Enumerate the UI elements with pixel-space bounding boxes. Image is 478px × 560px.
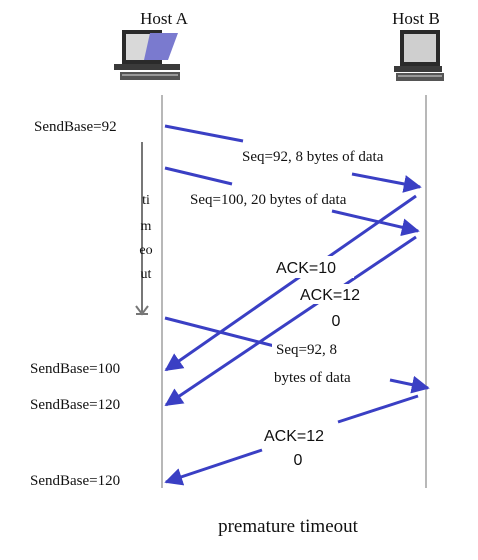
sendbase-label: SendBase=120 (30, 397, 120, 413)
host-b-computer-icon (394, 30, 444, 81)
seq92-label: Seq=92, 8 bytes of data (242, 149, 384, 165)
seq92-arrow (164, 124, 244, 143)
timeout-letter: eo (139, 243, 152, 258)
sendbase-label: SendBase=100 (30, 361, 120, 377)
sendbase-label: SendBase=92 (34, 119, 117, 135)
ack100-label: ACK=10 (276, 260, 336, 277)
timeout-letter: m (141, 219, 152, 234)
ack120-second-label: ACK=12 (264, 428, 324, 445)
timeout-letter: ut (141, 267, 152, 282)
seq92-retx-arrow-head (389, 375, 430, 394)
ack120-label: ACK=12 (300, 287, 360, 304)
ack120-second-label-suffix: 0 (294, 452, 303, 469)
timeout-letter: ti (142, 193, 150, 208)
ack120-second-arrow (337, 394, 419, 424)
host-b-label: Host B (392, 9, 440, 28)
seq92-retx-label: Seq=92, 8 (276, 342, 337, 358)
ack120-label-suffix: 0 (332, 313, 341, 330)
ack100-arrow (164, 194, 417, 372)
seq100-arrow (164, 166, 233, 186)
ack120-second-arrow-head (164, 448, 263, 486)
seq100-arrow-head (331, 209, 420, 237)
sendbase-label: SendBase=120 (30, 473, 120, 489)
seq92-retx-label-line2: bytes of data (274, 370, 351, 386)
host-a-computer-icon (114, 30, 180, 80)
host-a-label: Host A (140, 9, 188, 28)
seq92-retx-arrow (164, 316, 291, 352)
seq100-label: Seq=100, 20 bytes of data (190, 192, 347, 208)
diagram-caption: premature timeout (218, 516, 359, 537)
ack120-arrow (164, 235, 417, 407)
seq92-arrow-head (351, 172, 422, 193)
